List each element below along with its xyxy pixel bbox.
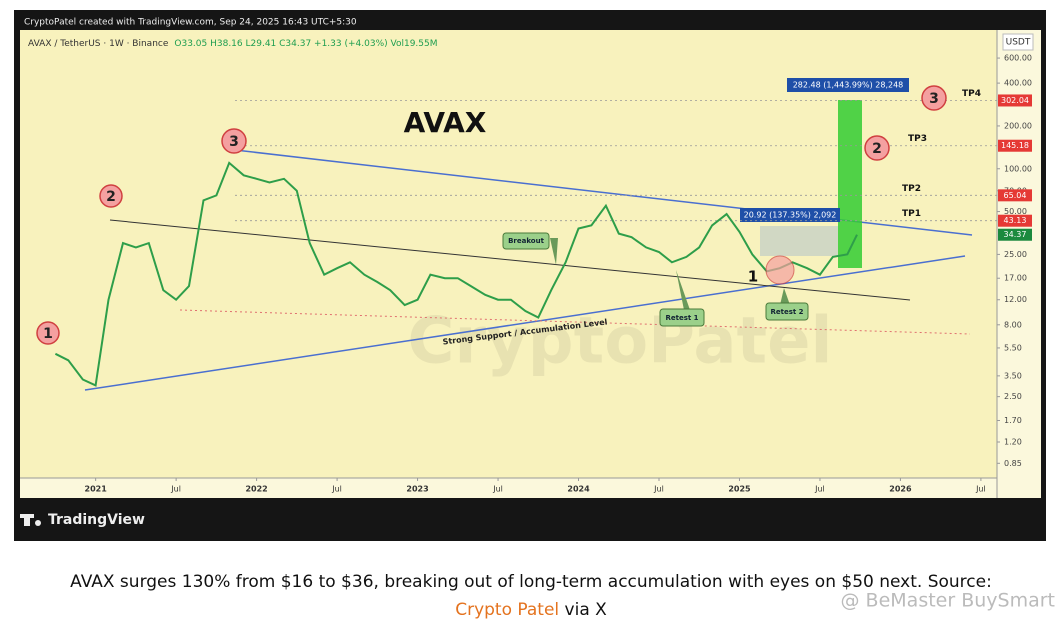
callout-label: Retest 2 bbox=[770, 308, 803, 316]
measure-box bbox=[838, 100, 862, 268]
measure-label: 20.92 (137.35%) 2,092 bbox=[744, 211, 837, 220]
y-tick-label: 17.00 bbox=[1004, 274, 1027, 283]
caption-source: Crypto Patel via X bbox=[455, 600, 607, 620]
callout bbox=[765, 302, 809, 321]
x-tick-label: 2023 bbox=[406, 485, 428, 494]
watermark: CryptoPatel bbox=[408, 305, 833, 379]
via: via X bbox=[559, 600, 607, 620]
target-price-bg bbox=[998, 214, 1032, 227]
y-tick-label: 100.00 bbox=[1004, 164, 1032, 173]
trend-line bbox=[109, 219, 911, 301]
measure-label: 282.48 (1,443.99%) 28,248 bbox=[793, 81, 904, 90]
ohlc: O33.05 H38.16 L29.41 C34.37 +1.33 (+4.03… bbox=[174, 39, 437, 49]
callout bbox=[659, 308, 705, 327]
target-price: 302.04 bbox=[1001, 96, 1029, 105]
y-tick-label: 12.00 bbox=[1004, 295, 1027, 304]
price-axis bbox=[997, 30, 1041, 498]
wave-label: 3 bbox=[229, 134, 239, 150]
y-tick-label: 400.00 bbox=[1004, 79, 1032, 88]
y-tick-label: 1.70 bbox=[1004, 416, 1022, 425]
x-tick-label: 2021 bbox=[85, 485, 108, 494]
target-price-bg bbox=[998, 189, 1032, 202]
callout-stem bbox=[676, 270, 690, 310]
y-tick-label: 2.50 bbox=[1004, 392, 1022, 401]
logo-icon bbox=[35, 520, 41, 526]
last-price: 34.37 bbox=[1004, 230, 1027, 239]
x-tick-label: 2022 bbox=[245, 485, 267, 494]
target-price-bg bbox=[998, 94, 1032, 107]
measure-box bbox=[760, 226, 838, 256]
x-tick-label: Jul bbox=[975, 485, 986, 494]
plot-area bbox=[20, 30, 997, 478]
y-tick-label: 8.00 bbox=[1004, 320, 1022, 329]
logo-icon bbox=[24, 514, 30, 526]
x-tick-label: Jul bbox=[492, 485, 503, 494]
target-price-bg bbox=[998, 139, 1032, 152]
header: CryptoPatel created with TradingView.com… bbox=[24, 18, 357, 28]
wave-circle bbox=[36, 321, 60, 345]
wave-circle bbox=[864, 135, 890, 161]
x-tick-label: Jul bbox=[653, 485, 664, 494]
target-name: TP4 bbox=[962, 89, 981, 99]
target-name: TP2 bbox=[902, 184, 921, 194]
currency: USDT bbox=[1006, 38, 1031, 48]
y-tick-label: 50.00 bbox=[1004, 207, 1027, 216]
y-tick-label: 1.20 bbox=[1004, 437, 1022, 446]
dotted-line bbox=[179, 309, 971, 335]
callout-stem bbox=[780, 288, 790, 305]
caption: AVAX surges 130% from $16 to $36, breaki… bbox=[70, 572, 992, 592]
target-price: 43.13 bbox=[1004, 216, 1027, 225]
wave-label: 1 bbox=[748, 268, 758, 286]
chart-layer: 600.00400.00200.00100.0070.0050.0025.001… bbox=[36, 54, 1032, 494]
x-tick-label: Jul bbox=[170, 485, 181, 494]
y-tick-label: 200.00 bbox=[1004, 121, 1032, 130]
site-watermark: @ BeMaster BuySmart bbox=[841, 590, 1055, 612]
x-tick-label: 2025 bbox=[728, 485, 751, 494]
last-price-bg bbox=[998, 228, 1032, 241]
symbol: AVAX / TetherUS · 1W · Binance bbox=[28, 39, 169, 49]
wave-label: 2 bbox=[872, 141, 882, 157]
target-name: TP3 bbox=[908, 134, 927, 144]
callout bbox=[502, 232, 550, 250]
logo-icon bbox=[20, 514, 34, 518]
wave-circle bbox=[765, 255, 795, 285]
measure-label-bg bbox=[740, 208, 840, 222]
price-line bbox=[54, 161, 858, 387]
brand: TradingView bbox=[48, 512, 145, 528]
symbol-info: AVAX / TetherUS · 1W · Binance O33.05 H38… bbox=[28, 39, 438, 49]
time-axis bbox=[20, 478, 997, 498]
y-tick-label: 3.50 bbox=[1004, 371, 1022, 380]
y-tick-label: 0.85 bbox=[1004, 459, 1022, 468]
wave-circle bbox=[221, 128, 247, 154]
wave-label: 2 bbox=[106, 189, 116, 205]
chart-title: AVAX bbox=[404, 106, 487, 139]
support-line bbox=[84, 255, 966, 391]
callout-label: Retest 1 bbox=[665, 314, 698, 322]
wave-circle bbox=[99, 184, 123, 208]
y-tick-label: 5.50 bbox=[1004, 343, 1022, 352]
wave-label: 3 bbox=[929, 91, 939, 107]
source-link[interactable]: Crypto Patel bbox=[455, 600, 559, 620]
x-tick-label: Jul bbox=[331, 485, 342, 494]
callout-stem bbox=[550, 238, 558, 265]
wave-label: 1 bbox=[43, 326, 53, 342]
callout-label: Breakout bbox=[508, 237, 545, 245]
x-tick-label: 2024 bbox=[567, 485, 590, 494]
wave-circle bbox=[921, 85, 947, 111]
target-name: TP1 bbox=[902, 209, 921, 219]
target-price: 145.18 bbox=[1001, 141, 1029, 150]
y-tick-label: 25.00 bbox=[1004, 250, 1027, 259]
x-tick-label: 2026 bbox=[889, 485, 912, 494]
currency-box bbox=[1002, 33, 1034, 51]
y-tick-label: 600.00 bbox=[1004, 54, 1032, 63]
measure-label-bg bbox=[787, 78, 909, 92]
target-price: 65.04 bbox=[1004, 191, 1027, 200]
x-tick-label: Jul bbox=[814, 485, 825, 494]
